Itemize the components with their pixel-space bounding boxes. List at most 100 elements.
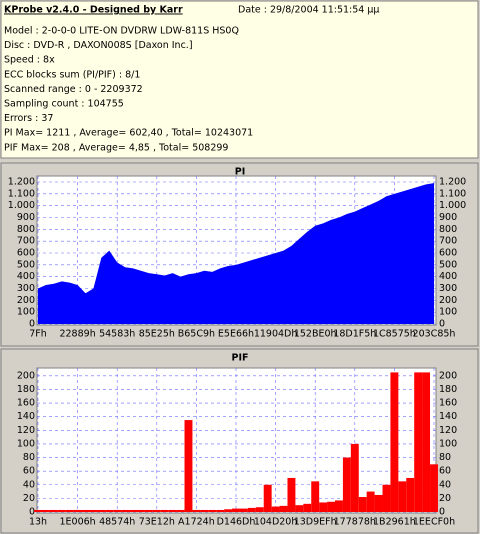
y-tick-label: 900 (17, 212, 35, 223)
info-line: Scanned range : 0 - 2209372 (4, 84, 143, 95)
x-tick-label: 177878h (334, 517, 376, 528)
pif-bar (34, 509, 42, 512)
pif-bar (247, 507, 256, 512)
y-tick-label: 100 (17, 307, 35, 318)
y2-tick-label: 800 (439, 224, 457, 235)
pif-bar (192, 509, 201, 512)
y2-tick-label: 200 (439, 295, 457, 306)
y-tick-label: 200 (17, 295, 35, 306)
pif-bar (65, 509, 74, 512)
pif-bar (57, 509, 66, 512)
y-tick-label: 600 (17, 248, 35, 259)
y-tick-label: 160 (17, 398, 35, 409)
y2-tick-label: 400 (439, 271, 457, 282)
y2-tick-label: 100 (439, 307, 457, 318)
pif-bar (303, 503, 312, 512)
pif-bar (239, 508, 248, 512)
pif-bar (200, 509, 209, 512)
pif-bar (350, 443, 359, 512)
y2-tick-label: 600 (439, 248, 457, 259)
y-tick-label: 800 (17, 224, 35, 235)
y2-tick-label: 80 (439, 452, 451, 463)
plot-area (36, 367, 437, 514)
y-tick-label: 40 (23, 479, 35, 490)
pif-bar (255, 507, 264, 512)
pif-bar (398, 481, 407, 512)
y-tick-label: 120 (17, 425, 35, 436)
x-tick-label: 73E12h (139, 517, 175, 528)
app-title: KProbe v2.4.0 - Designed by Karr (4, 5, 183, 16)
y-tick-label: 60 (23, 466, 35, 477)
pif-bar (144, 509, 153, 512)
y2-tick-label: 100 (439, 438, 457, 449)
x-tick-label: 11904Dh (254, 329, 298, 340)
chart-title: PIF (232, 353, 249, 364)
y-tick-label: 1.100 (8, 188, 35, 199)
pif-bar (366, 491, 375, 512)
x-tick-label: 7Fh (29, 329, 47, 340)
pif-bar (97, 509, 106, 512)
pif-bar (414, 372, 423, 512)
x-tick-label: B65C9h (178, 329, 215, 340)
pif-bar (176, 509, 185, 512)
y-tick-label: 20 (23, 493, 35, 504)
y2-tick-label: 120 (439, 425, 457, 436)
y2-tick-label: 60 (439, 466, 451, 477)
pif-bar (406, 477, 415, 512)
x-tick-label: 54583h (99, 329, 135, 340)
pif-bar (216, 509, 225, 512)
date: Date : 29/8/2004 11:51:54 μμ (238, 5, 379, 16)
pif-bar (121, 509, 130, 512)
y2-tick-label: 0 (439, 507, 445, 518)
pif-bar (81, 509, 90, 512)
x-tick-label: D146Dh (217, 517, 256, 528)
pif-bar (295, 505, 304, 512)
info-line: ECC blocks sum (PI/PIF) : 8/1 (4, 69, 140, 80)
y2-tick-label: 20 (439, 493, 451, 504)
pif-bar (390, 372, 399, 512)
info-line: PIF Max= 208 , Average= 4,85 , Total= 50… (4, 142, 228, 153)
y2-tick-label: 0 (439, 319, 445, 330)
y2-tick-label: 900 (439, 212, 457, 223)
y2-tick-label: 500 (439, 259, 457, 270)
pif-bar (279, 505, 288, 512)
x-tick-label: A1724h (178, 517, 215, 528)
pif-bar (422, 372, 431, 512)
pif-bar (232, 508, 240, 512)
info-line: Model : 2-0-0-0 LITE-ON DVDRW LDW-811S H… (4, 26, 239, 37)
chart-title: PI (235, 167, 246, 178)
y2-tick-label: 700 (439, 236, 457, 247)
y2-tick-label: 160 (439, 398, 457, 409)
x-tick-label: 13h (29, 517, 47, 528)
y2-tick-label: 300 (439, 283, 457, 294)
y-tick-label: 1.200 (8, 177, 35, 188)
pif-bar (319, 502, 328, 512)
pif-bar (263, 484, 272, 512)
y-tick-label: 400 (17, 271, 35, 282)
pif-bar (49, 509, 58, 512)
pif-bar (73, 509, 82, 512)
x-tick-label: 85E25h (139, 329, 175, 340)
x-tick-label: 13D9EFh (294, 517, 337, 528)
x-tick-label: 1C8575h (373, 329, 416, 340)
y-tick-label: 700 (17, 236, 35, 247)
x-tick-label: 18D1F5h (333, 329, 376, 340)
pif-bar (430, 464, 438, 512)
pif-bar (271, 506, 280, 512)
info-panel (0, 0, 479, 159)
y-tick-label: 500 (17, 259, 35, 270)
x-tick-label: E5E66h (218, 329, 254, 340)
pif-bar (311, 481, 320, 512)
x-tick-label: 48574h (99, 517, 135, 528)
x-tick-label: 104D20h (254, 517, 298, 528)
info-line: Errors : 37 (4, 113, 53, 124)
y-tick-label: 0 (29, 507, 35, 518)
y-tick-label: 200 (17, 370, 35, 381)
y-tick-label: 140 (17, 411, 35, 422)
pif-bar (327, 501, 335, 512)
pif-bar (335, 500, 343, 512)
x-tick-label: 1B2961h (373, 517, 416, 528)
pif-bar (224, 509, 233, 512)
